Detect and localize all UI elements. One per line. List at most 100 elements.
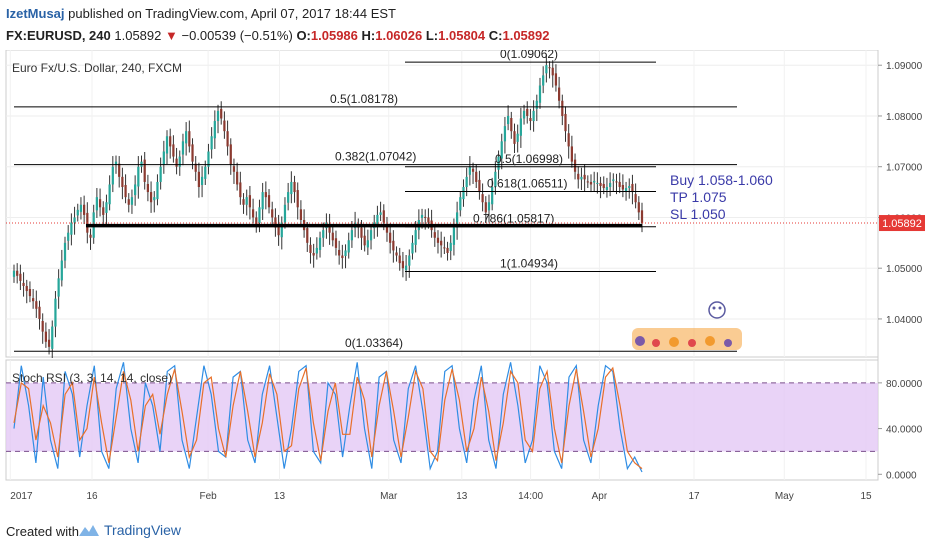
- candle-body[interactable]: [220, 108, 223, 119]
- candle-body[interactable]: [274, 217, 277, 228]
- candle-body[interactable]: [169, 136, 172, 147]
- candle-body[interactable]: [519, 118, 522, 136]
- candle-body[interactable]: [570, 146, 573, 162]
- candle-body[interactable]: [382, 210, 385, 223]
- candle-body[interactable]: [156, 181, 159, 200]
- candle-body[interactable]: [548, 67, 551, 69]
- candle-body[interactable]: [459, 197, 462, 211]
- candle-body[interactable]: [251, 209, 255, 218]
- candle-body[interactable]: [414, 230, 417, 245]
- candle-body[interactable]: [334, 238, 338, 248]
- candle-body[interactable]: [54, 298, 57, 327]
- candle-body[interactable]: [162, 151, 165, 165]
- candle-body[interactable]: [130, 197, 134, 205]
- candle-body[interactable]: [369, 230, 373, 241]
- candle-body[interactable]: [111, 166, 114, 185]
- candle-body[interactable]: [542, 75, 545, 86]
- candle-body[interactable]: [491, 187, 494, 205]
- candle-body[interactable]: [137, 166, 140, 187]
- candle-body[interactable]: [589, 181, 593, 185]
- candle-body[interactable]: [255, 217, 258, 226]
- candle-body[interactable]: [35, 301, 38, 309]
- candle-body[interactable]: [226, 131, 229, 147]
- candle-body[interactable]: [503, 126, 507, 142]
- candle-body[interactable]: [404, 265, 408, 271]
- candle-body[interactable]: [309, 244, 312, 253]
- candle-body[interactable]: [312, 252, 315, 256]
- candle-body[interactable]: [25, 285, 28, 292]
- price-axis[interactable]: 1.090001.080001.070001.060001.050001.040…: [878, 61, 923, 481]
- candle-body[interactable]: [175, 158, 178, 167]
- candle-body[interactable]: [446, 247, 449, 253]
- candle-body[interactable]: [127, 199, 130, 205]
- candle-body[interactable]: [315, 247, 318, 254]
- candle-body[interactable]: [500, 141, 503, 159]
- candle-body[interactable]: [471, 168, 475, 172]
- candle-body[interactable]: [366, 240, 369, 248]
- candle-body[interactable]: [63, 242, 67, 261]
- candle-body[interactable]: [599, 182, 602, 186]
- candle-body[interactable]: [624, 188, 628, 192]
- candle-body[interactable]: [299, 209, 303, 220]
- candle-body[interactable]: [612, 179, 615, 181]
- candle-body[interactable]: [341, 255, 344, 259]
- candle-body[interactable]: [605, 187, 609, 191]
- candle-body[interactable]: [172, 144, 175, 157]
- candle-body[interactable]: [245, 197, 248, 205]
- candle-body[interactable]: [197, 171, 201, 188]
- candle-body[interactable]: [95, 197, 98, 211]
- candle-body[interactable]: [60, 260, 63, 281]
- candle-body[interactable]: [350, 230, 354, 241]
- candle-body[interactable]: [593, 180, 596, 183]
- candle-body[interactable]: [408, 255, 411, 266]
- candle-body[interactable]: [462, 187, 465, 200]
- candle-body[interactable]: [318, 237, 322, 250]
- candle-body[interactable]: [395, 252, 398, 256]
- candle-body[interactable]: [389, 232, 392, 243]
- candle-body[interactable]: [344, 250, 347, 257]
- candle-body[interactable]: [328, 224, 331, 233]
- candle-body[interactable]: [379, 212, 382, 215]
- candle-body[interactable]: [98, 199, 102, 208]
- candle-body[interactable]: [165, 136, 169, 154]
- candle-body[interactable]: [239, 182, 242, 198]
- candle-body[interactable]: [181, 141, 185, 155]
- candle-body[interactable]: [185, 131, 188, 144]
- candle-body[interactable]: [577, 173, 580, 180]
- candle-body[interactable]: [484, 202, 487, 213]
- candle-body[interactable]: [449, 242, 452, 251]
- stoch-rsi[interactable]: [13, 362, 643, 473]
- candle-body[interactable]: [159, 166, 162, 182]
- candle-body[interactable]: [475, 171, 478, 182]
- candle-body[interactable]: [293, 181, 296, 193]
- candle-body[interactable]: [580, 176, 583, 180]
- candle-body[interactable]: [283, 204, 287, 223]
- candle-body[interactable]: [296, 190, 299, 208]
- candle-body[interactable]: [433, 232, 436, 238]
- candle-body[interactable]: [602, 183, 605, 189]
- candle-body[interactable]: [516, 133, 519, 142]
- candle-body[interactable]: [51, 326, 54, 349]
- candle-body[interactable]: [338, 249, 341, 256]
- candle-body[interactable]: [596, 182, 599, 184]
- candle-body[interactable]: [57, 278, 60, 297]
- candle-body[interactable]: [261, 192, 264, 210]
- candle-body[interactable]: [468, 166, 471, 175]
- candle-body[interactable]: [188, 131, 191, 147]
- candle-body[interactable]: [376, 214, 379, 225]
- candle-body[interactable]: [28, 289, 32, 297]
- candle-body[interactable]: [264, 192, 267, 198]
- candle-body[interactable]: [114, 161, 118, 165]
- candle-body[interactable]: [538, 85, 542, 103]
- candle-body[interactable]: [200, 176, 204, 185]
- candle-body[interactable]: [280, 222, 283, 238]
- candle-body[interactable]: [121, 176, 124, 188]
- tradingview-logo-icon[interactable]: [78, 521, 100, 539]
- candle-body[interactable]: [67, 232, 70, 241]
- candle-body[interactable]: [401, 261, 405, 269]
- candle-body[interactable]: [44, 331, 47, 342]
- candle-body[interactable]: [105, 202, 108, 213]
- candle-body[interactable]: [427, 217, 430, 223]
- candle-body[interactable]: [83, 204, 86, 215]
- candle-body[interactable]: [70, 222, 73, 235]
